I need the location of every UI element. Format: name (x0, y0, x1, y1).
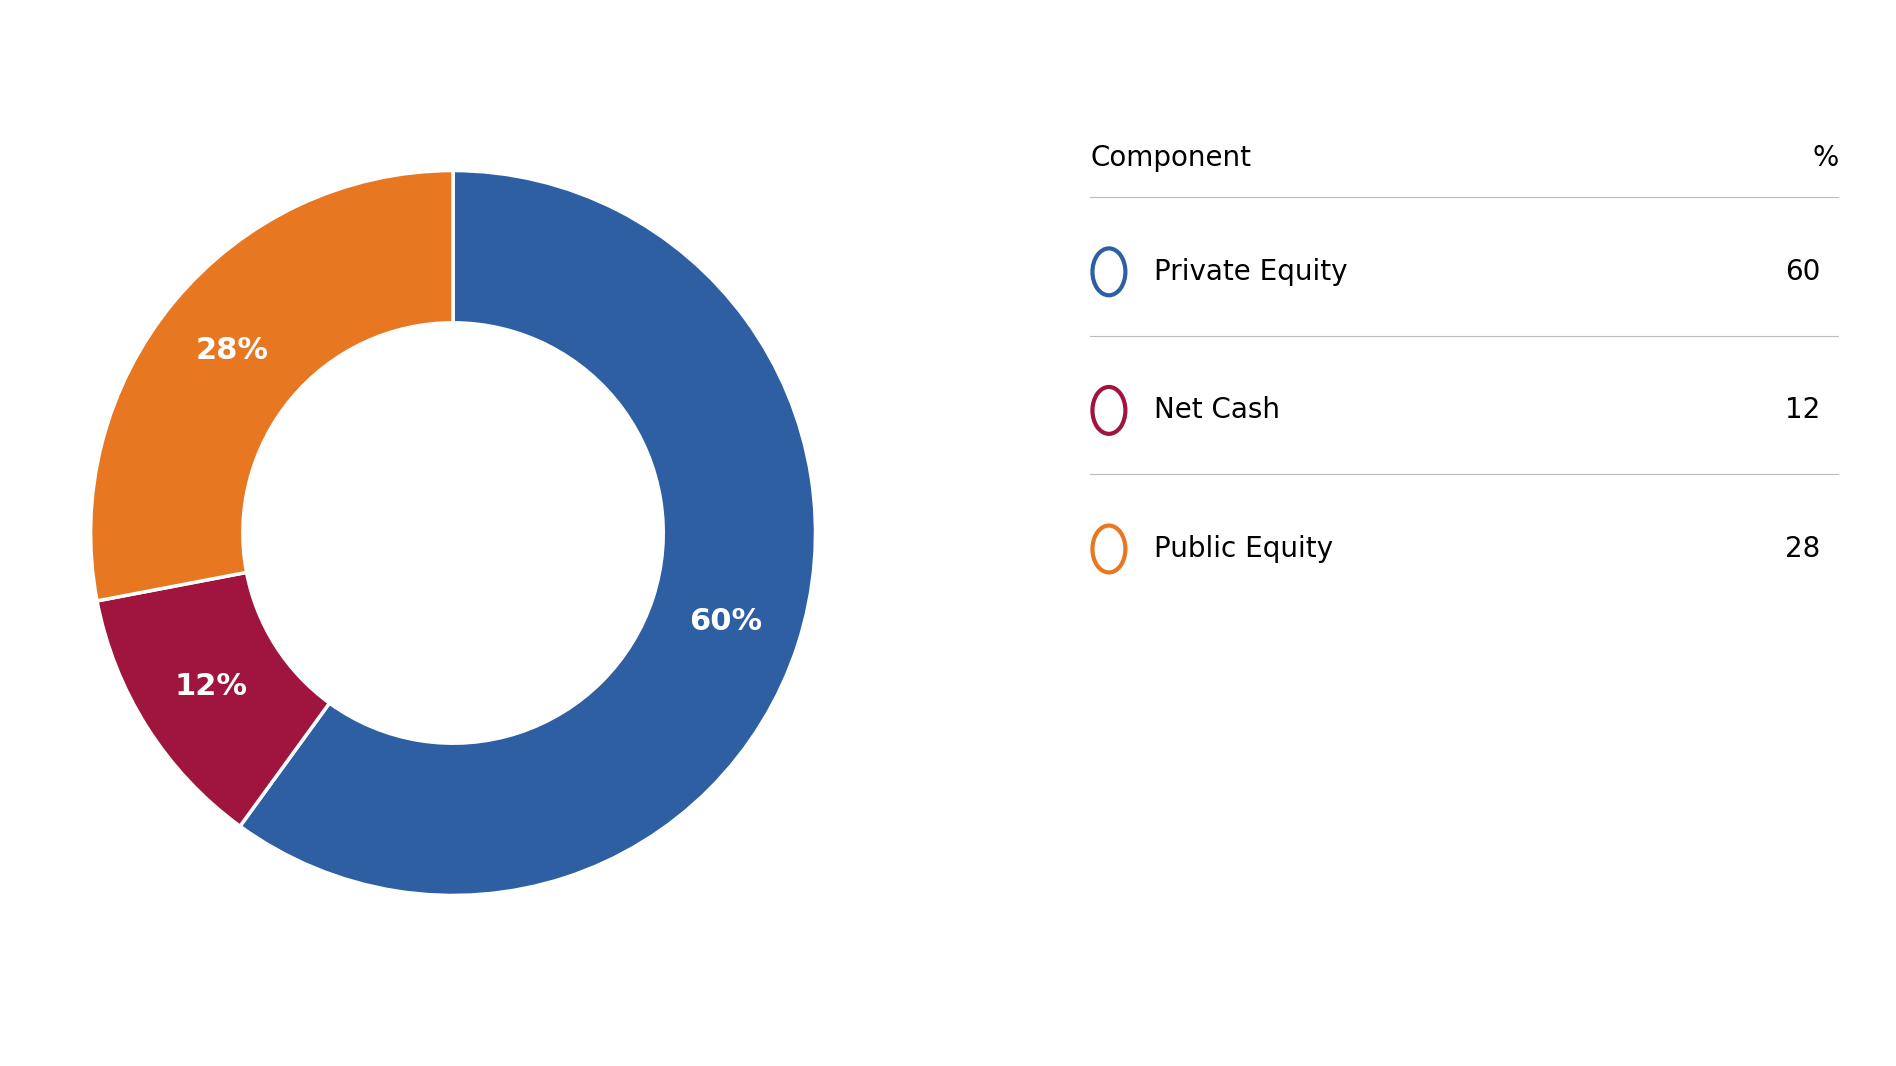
Text: Public Equity: Public Equity (1155, 535, 1333, 563)
Text: 60%: 60% (688, 607, 762, 636)
Text: Private Equity: Private Equity (1155, 258, 1348, 286)
Text: Net Cash: Net Cash (1155, 397, 1280, 424)
Text: %: % (1813, 144, 1839, 172)
Text: 60: 60 (1784, 258, 1820, 286)
Text: 28%: 28% (195, 336, 269, 365)
Wedge shape (97, 572, 330, 826)
Text: 28: 28 (1786, 535, 1820, 563)
Text: 12: 12 (1786, 397, 1820, 424)
Text: Component: Component (1090, 144, 1251, 172)
Wedge shape (91, 171, 453, 601)
Wedge shape (241, 171, 815, 895)
Text: 12%: 12% (174, 672, 248, 701)
